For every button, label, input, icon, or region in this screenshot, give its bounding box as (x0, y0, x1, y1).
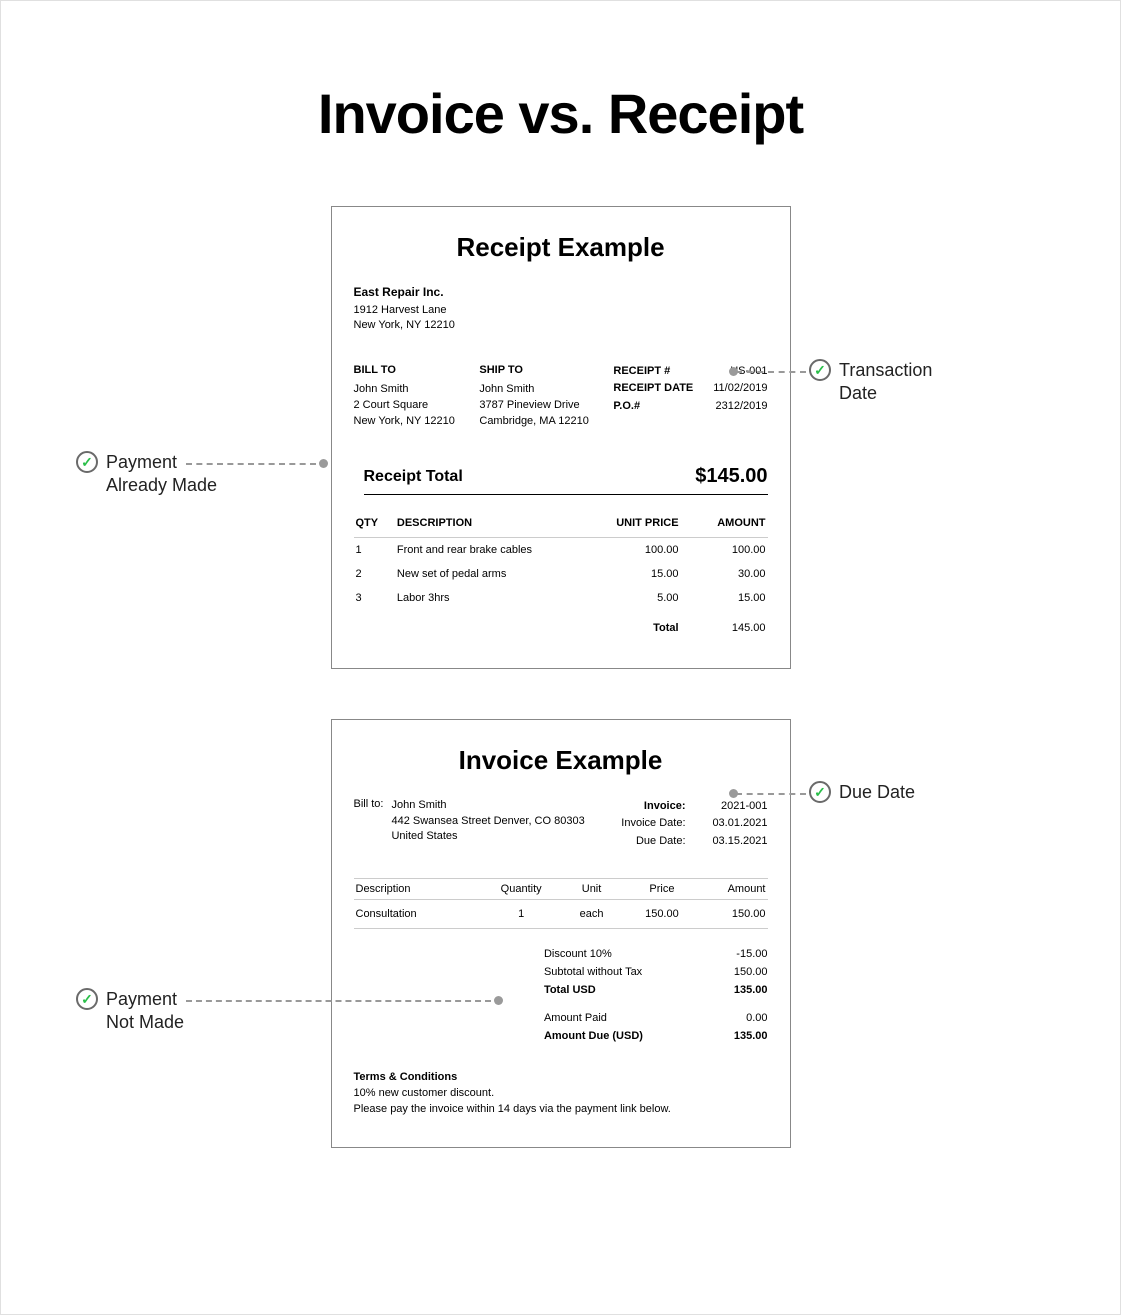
page-title: Invoice vs. Receipt (1, 81, 1120, 146)
inv-num-value: 2021-001 (708, 798, 768, 815)
company-address: 1912 Harvest Lane New York, NY 12210 (354, 303, 768, 333)
invoice-billto: Bill to: John Smith 442 Swansea Street D… (354, 798, 585, 849)
dot-icon (729, 789, 738, 798)
inv-date-value: 03.01.2021 (708, 815, 768, 832)
due-date-value: 03.15.2021 (708, 833, 768, 850)
invoice-top: Bill to: John Smith 442 Swansea Street D… (354, 798, 768, 849)
receipt-title: Receipt Example (354, 232, 768, 263)
check-icon: ✓ (76, 451, 98, 473)
invoice-items-table: Description Quantity Unit Price Amount C… (354, 878, 768, 929)
invoice-title: Invoice Example (354, 745, 768, 776)
amount-due-label: Amount Due (USD) (544, 1030, 643, 1042)
inv-date-label: Invoice Date: (621, 815, 685, 832)
items-total-value: 145.00 (681, 610, 768, 640)
paid-label: Amount Paid (544, 1012, 607, 1024)
receipt-num-label: RECEIPT # (613, 363, 670, 381)
shipto-header: SHIP TO (479, 363, 588, 379)
shipto-addr1: 3787 Pineview Drive (479, 398, 588, 414)
po-value: 2312/2019 (716, 398, 768, 416)
subtotal-label: Subtotal without Tax (544, 966, 642, 978)
table-row: 1Front and rear brake cables100.00100.00 (354, 538, 768, 563)
company-addr2: New York, NY 12210 (354, 318, 768, 333)
billto-header: BILL TO (354, 363, 455, 379)
discount-label: Discount 10% (544, 948, 612, 960)
dash-connector (186, 1000, 491, 1002)
inv-row-desc: Consultation (354, 899, 486, 928)
billto-addr2: New York, NY 12210 (354, 414, 455, 430)
amount-due-value: 135.00 (734, 1030, 768, 1042)
inv-num-label: Invoice: (644, 798, 686, 815)
inv-row-qty: 1 (486, 899, 556, 928)
inv-billto-addr2: United States (391, 829, 584, 844)
shipto-block: SHIP TO John Smith 3787 Pineview Drive C… (479, 363, 588, 430)
due-date-label: Due Date: (636, 833, 686, 850)
receipt-date-value: 11/02/2019 (713, 380, 767, 398)
receipt-info-row: BILL TO John Smith 2 Court Square New Yo… (354, 363, 768, 430)
billto-name: John Smith (354, 382, 455, 398)
company-name: East Repair Inc. (354, 285, 768, 299)
shipto-addr2: Cambridge, MA 12210 (479, 414, 588, 430)
po-label: P.O.# (613, 398, 640, 416)
table-row: 3Labor 3hrs5.0015.00 (354, 586, 768, 610)
terms-title: Terms & Conditions (354, 1071, 768, 1083)
receipt-items-table: QTY DESCRIPTION UNIT PRICE AMOUNT 1Front… (354, 513, 768, 640)
inv-row-price: 150.00 (627, 899, 697, 928)
inv-billto-name: John Smith (391, 798, 584, 813)
discount-value: -15.00 (736, 948, 767, 960)
check-icon: ✓ (76, 988, 98, 1010)
dash-connector (186, 463, 316, 465)
check-icon: ✓ (809, 781, 831, 803)
inv-col-unit: Unit (556, 878, 626, 899)
inv-row-unit: each (556, 899, 626, 928)
dot-icon (729, 367, 738, 376)
subtotal-value: 150.00 (734, 966, 768, 978)
check-icon: ✓ (809, 359, 831, 381)
table-row: Consultation 1 each 150.00 150.00 (354, 899, 768, 928)
shipto-name: John Smith (479, 382, 588, 398)
col-amt: AMOUNT (681, 513, 768, 538)
terms-line2: Please pay the invoice within 14 days vi… (354, 1102, 768, 1117)
receipt-card: Receipt Example East Repair Inc. 1912 Ha… (331, 206, 791, 669)
anno-due-date: ✓ Due Date (809, 781, 915, 804)
anno-payment-not-made: ✓ PaymentNot Made (76, 988, 184, 1033)
anno-payment-not-made-text: PaymentNot Made (106, 988, 184, 1033)
total-value: 135.00 (734, 984, 768, 996)
col-desc: DESCRIPTION (395, 513, 594, 538)
inv-row-amt: 150.00 (697, 899, 767, 928)
items-total-label: Total (594, 610, 681, 640)
anno-due-date-text: Due Date (839, 781, 915, 804)
paid-value: 0.00 (746, 1012, 767, 1024)
dash-connector (736, 793, 806, 795)
inv-col-price: Price (627, 878, 697, 899)
billto-block: BILL TO John Smith 2 Court Square New Yo… (354, 363, 455, 430)
infographic-frame: Invoice vs. Receipt Receipt Example East… (0, 0, 1121, 1315)
company-addr1: 1912 Harvest Lane (354, 303, 768, 318)
receipt-total-amount: $145.00 (695, 465, 767, 488)
total-label: Total USD (544, 984, 596, 996)
terms-line1: 10% new customer discount. (354, 1086, 768, 1101)
anno-payment-made: ✓ PaymentAlready Made (76, 451, 217, 496)
inv-col-desc: Description (354, 878, 486, 899)
dash-connector (736, 371, 806, 373)
anno-transaction-date-text: TransactionDate (839, 359, 932, 404)
dot-icon (319, 459, 328, 468)
invoice-summary: Discount 10% -15.00 Subtotal without Tax 1… (544, 945, 768, 1045)
billto-addr1: 2 Court Square (354, 398, 455, 414)
anno-transaction-date: ✓ TransactionDate (809, 359, 932, 404)
receipt-total-row: Receipt Total $145.00 (364, 465, 768, 495)
dot-icon (494, 996, 503, 1005)
col-qty: QTY (354, 513, 395, 538)
terms-block: Terms & Conditions 10% new customer disc… (354, 1071, 768, 1118)
inv-col-qty: Quantity (486, 878, 556, 899)
receipt-date-label: RECEIPT DATE (613, 380, 693, 398)
receipt-total-label: Receipt Total (364, 468, 463, 486)
col-unit: UNIT PRICE (594, 513, 681, 538)
inv-col-amt: Amount (697, 878, 767, 899)
table-row: 2New set of pedal arms15.0030.00 (354, 562, 768, 586)
inv-billto-addr1: 442 Swansea Street Denver, CO 80303 (391, 814, 584, 829)
invoice-meta: Invoice: 2021-001 Invoice Date: 03.01.2021… (621, 798, 767, 849)
inv-billto-label: Bill to: (354, 798, 384, 849)
invoice-card: Invoice Example Bill to: John Smith 442 … (331, 719, 791, 1148)
anno-payment-made-text: PaymentAlready Made (106, 451, 217, 496)
